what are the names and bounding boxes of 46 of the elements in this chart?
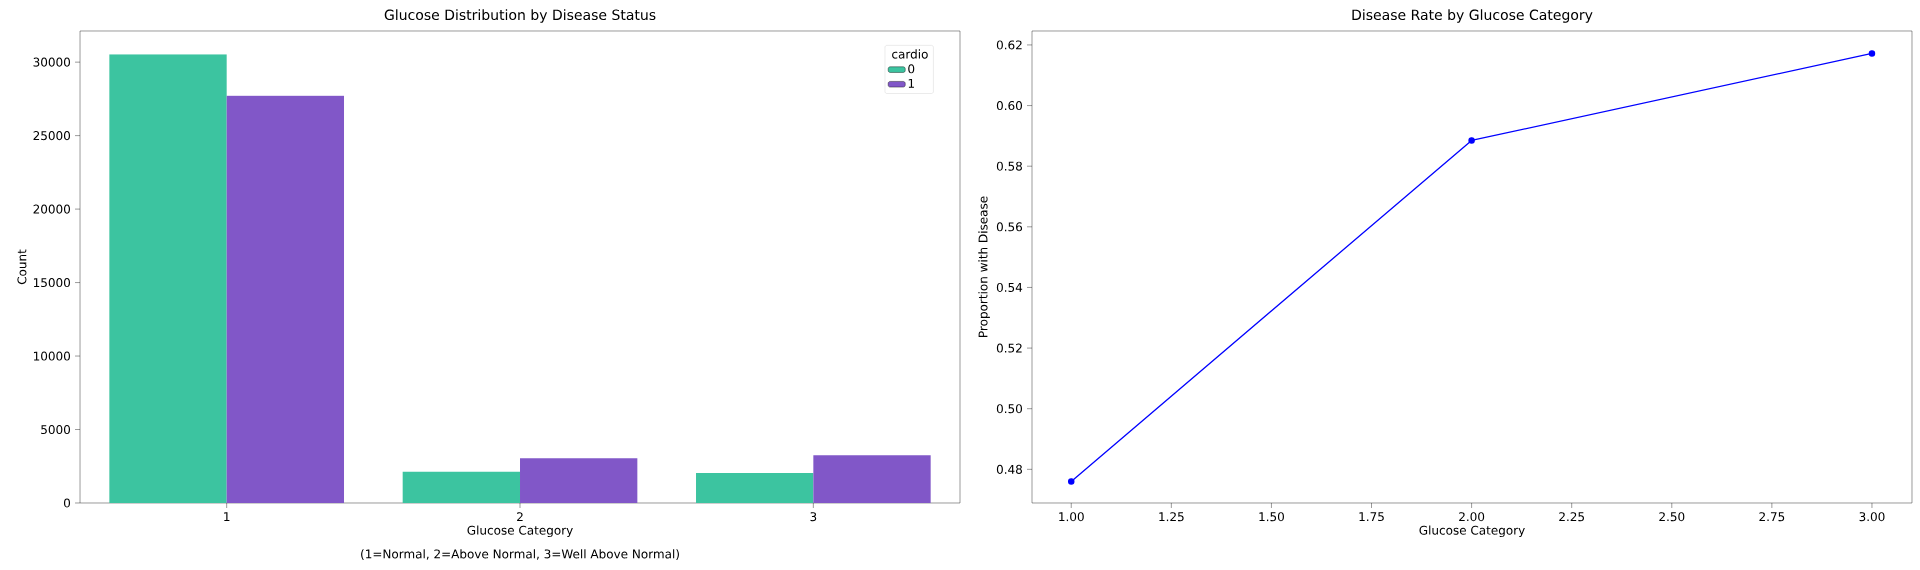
x-tick-label: 2.25 xyxy=(1559,512,1584,522)
bar xyxy=(520,458,638,503)
y-tick-label: 0.52 xyxy=(996,343,1022,353)
y-tick-label: 25000 xyxy=(33,131,71,141)
y-tick-label: 0.62 xyxy=(996,40,1022,50)
y-tick-label: 0.58 xyxy=(996,161,1022,171)
point xyxy=(1868,50,1876,57)
chart-title: Disease Rate by Glucose Category xyxy=(1352,9,1593,23)
y-tick-label: 0.60 xyxy=(996,101,1023,111)
x-tick-label: 2.50 xyxy=(1659,512,1685,522)
bar xyxy=(402,471,521,503)
x-tick-label: 1.00 xyxy=(1059,512,1084,522)
x-tick-label: 2.75 xyxy=(1759,512,1785,522)
y-tick-label: 0.48 xyxy=(996,464,1022,474)
legend-title: cardio xyxy=(892,49,928,59)
y-tick-label: 0.56 xyxy=(996,222,1023,232)
y-tick-label: 0.54 xyxy=(996,282,1023,292)
x-tick-label: 2.00 xyxy=(1459,512,1485,522)
legend-label: 0 xyxy=(908,64,915,74)
y-tick-label: 30000 xyxy=(33,57,71,67)
y-tick-label: 15000 xyxy=(33,278,71,288)
y-axis-title: Proportion with Disease xyxy=(978,196,990,337)
x-tick-label: 1 xyxy=(224,512,230,521)
x-tick-label: 3 xyxy=(810,512,817,522)
point xyxy=(1067,478,1075,485)
x-axis-title: Glucose Category xyxy=(467,525,573,538)
bar xyxy=(813,455,931,503)
x-tick-label: 1.50 xyxy=(1259,512,1284,522)
x-tick-label: 1.75 xyxy=(1359,512,1384,522)
x-tick-label: 3.00 xyxy=(1859,512,1885,522)
bar xyxy=(109,54,227,503)
y-tick-label: 5000 xyxy=(41,424,71,435)
y-axis-title: Count xyxy=(17,249,27,285)
x-axis-title: Glucose Category xyxy=(1419,525,1525,538)
bar xyxy=(696,473,814,503)
y-tick-label: 20000 xyxy=(33,204,71,214)
x-tick-label: 2 xyxy=(517,512,523,522)
chart-title: Glucose Distribution by Disease Status xyxy=(384,9,656,23)
bar xyxy=(226,95,345,503)
y-tick-label: 10000 xyxy=(33,351,71,361)
y-tick-label: 0.50 xyxy=(996,404,1023,414)
y-tick-label: 0 xyxy=(63,498,71,508)
x-tick-label: 1.25 xyxy=(1159,512,1184,522)
text: (1=Normal, 2=Above Normal, 3=Well Above Normal) xyxy=(361,549,679,560)
legend-label: 1 xyxy=(908,78,914,88)
point xyxy=(1468,137,1475,144)
